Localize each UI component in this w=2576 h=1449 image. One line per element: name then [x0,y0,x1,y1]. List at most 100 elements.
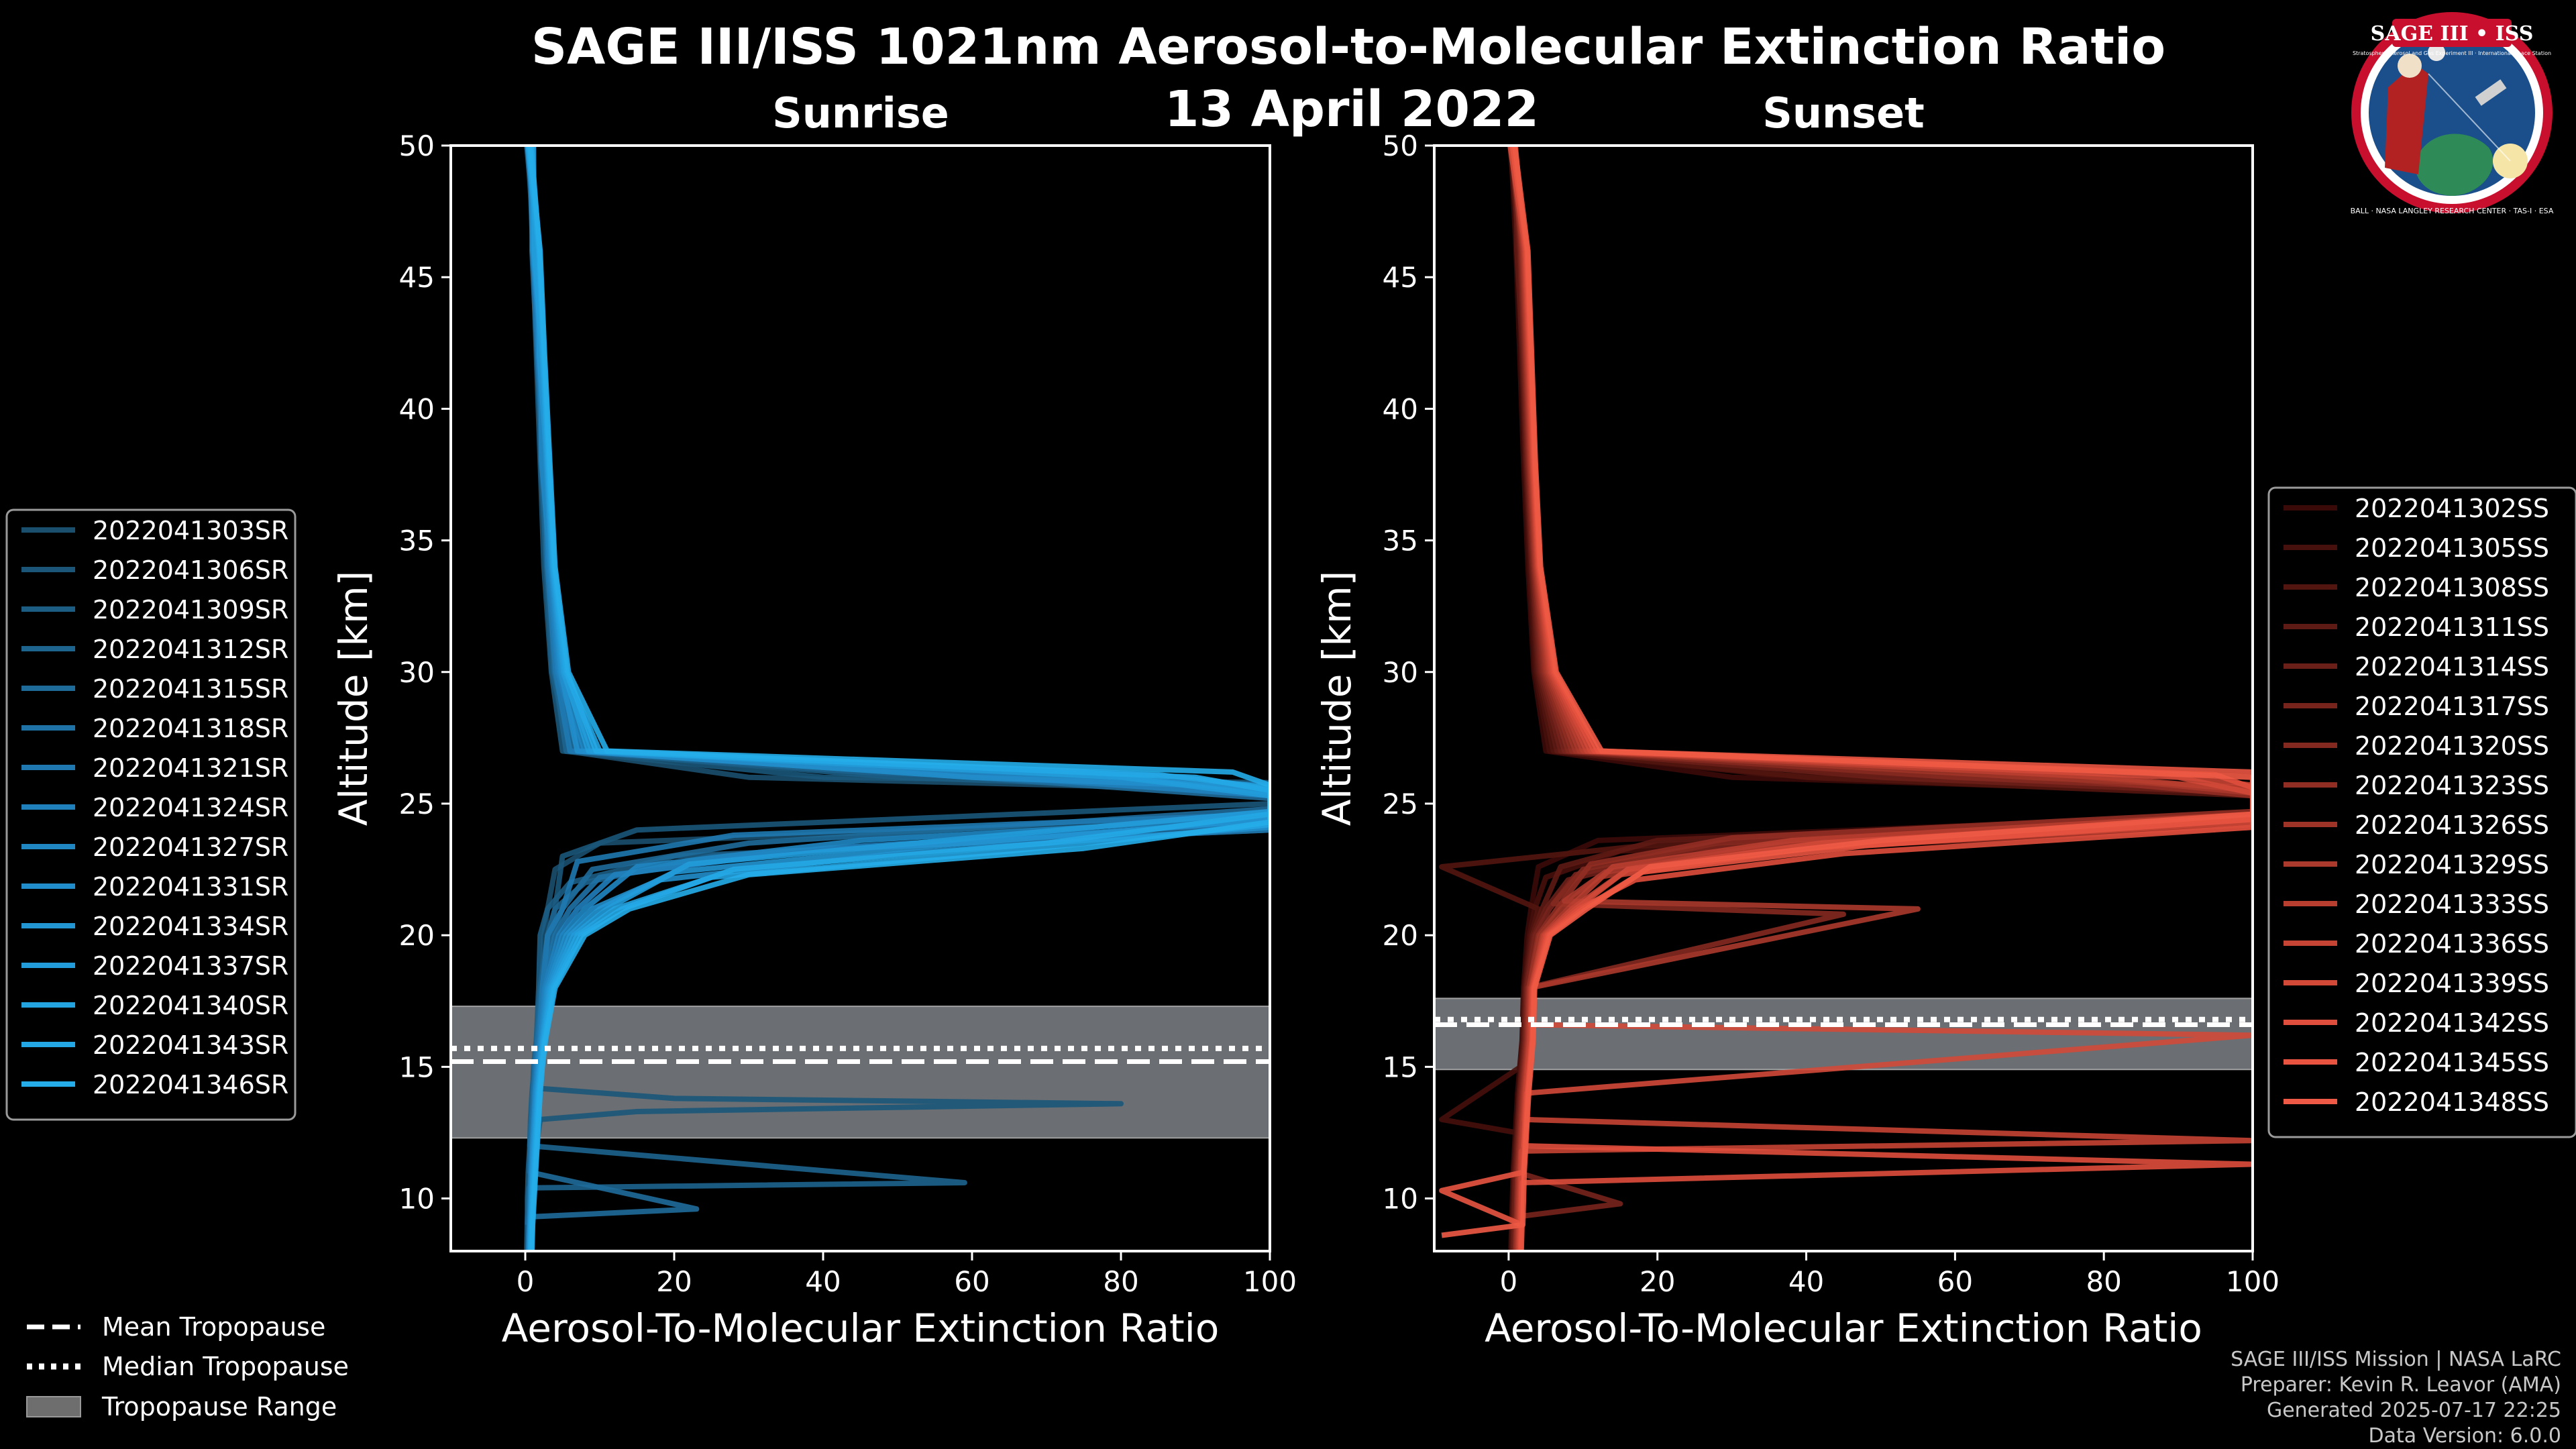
sunrise-legend-label-2022041331SR: 2022041331SR [93,872,288,902]
logo-ring-text: BALL · NASA LANGLEY RESEARCH CENTER · TA… [2351,207,2554,215]
sunset-x-tick-label-100: 100 [2226,1265,2279,1298]
sunset-legend-label-2022041308SS: 2022041308SS [2355,573,2549,602]
sunrise-legend-label-2022041315SR: 2022041315SR [93,674,288,704]
figure-date: 13 April 2022 [1165,80,1539,138]
logo-title: SAGE III • ISS [2371,22,2534,46]
sunrise-series-group [524,146,1270,1251]
sunset-legend-label-2022041348SS: 2022041348SS [2355,1087,2549,1117]
sunrise-panel-title: Sunrise [772,89,949,138]
sunrise-legend: 2022041303SR 2022041306SR 2022041309SR 2022… [5,508,297,1121]
sunrise-x-axis-label: Aerosol-To-Molecular Extinction Ratio [502,1305,1220,1351]
sunrise-x-tick-label-60: 60 [954,1265,989,1298]
sunrise-legend-label-2022041309SR: 2022041309SR [93,595,288,625]
sunset-y-tick-label-20: 20 [1383,919,1418,952]
sunset-series-line-2022041348SS [1441,146,2253,1238]
sunset-x-tick-label-20: 20 [1640,1265,1675,1298]
sunrise-series-line-2022041346SR [527,146,1270,1251]
tropopause-range-label: Tropopause Range [101,1392,337,1421]
sage-iii-iss-logo: SAGE III • ISS Stratospheric Aerosol and… [2351,12,2554,215]
footer-generated: Generated 2025-07-17 22:25 [2267,1399,2561,1422]
figure-title: SAGE III/ISS 1021nm Aerosol-to-Molecular… [531,18,2165,76]
sunset-legend-label-2022041329SS: 2022041329SS [2355,850,2549,879]
logo-figure-icon [2385,64,2428,174]
logo-beam-icon [2428,73,2511,162]
logo-subtitle: Stratospheric Aerosol and Gas Experiment… [2353,50,2551,56]
sunrise-x-tick-label-100: 100 [1243,1265,1297,1298]
sunset-y-tick-label-35: 35 [1383,525,1418,557]
tropopause-range-swatch [26,1396,81,1417]
sunset-legend-label-2022041339SS: 2022041339SS [2355,969,2549,998]
footer-mission: SAGE III/ISS Mission | NASA LaRC [2231,1348,2561,1371]
sunset-legend-label-2022041345SS: 2022041345SS [2355,1048,2549,1077]
sunset-legend-label-2022041302SS: 2022041302SS [2355,494,2549,523]
sunrise-y-tick-label-35: 35 [399,525,435,557]
sunrise-legend-label-2022041327SR: 2022041327SR [93,833,288,862]
sunrise-y-tick-label-20: 20 [399,919,435,952]
sunset-legend-label-2022041333SS: 2022041333SS [2355,890,2549,919]
sunrise-legend-label-2022041321SR: 2022041321SR [93,753,288,783]
sunset-legend: 2022041302SS 2022041305SS 2022041308SS 2022… [2267,486,2576,1138]
sunset-series-group [1439,146,2253,1251]
sunrise-x-tick-label-20: 20 [656,1265,692,1298]
sunrise-legend-box [5,508,297,1121]
logo-moon-icon [2428,44,2445,61]
sunrise-y-tick-label-30: 30 [399,656,435,689]
sunset-panel: Sunset 0 20 40 60 80 100 10 15 20 25 30 35 40 45 50 Aero… [1314,89,2279,1351]
sunrise-legend-label-2022041343SR: 2022041343SR [93,1030,288,1060]
sunrise-legend-label-2022041334SR: 2022041334SR [93,912,288,941]
sunrise-axes-frame [449,144,1271,1252]
sunset-legend-label-2022041326SS: 2022041326SS [2355,810,2549,840]
logo-station-icon [2475,79,2507,106]
sunrise-legend-label-2022041346SR: 2022041346SR [93,1070,288,1099]
sunrise-legend-label-2022041340SR: 2022041340SR [93,991,288,1020]
sunset-legend-label-2022041342SS: 2022041342SS [2355,1008,2549,1038]
sunset-y-tick-label-45: 45 [1383,261,1418,294]
sunset-y-tick-label-25: 25 [1383,788,1418,820]
sunrise-y-tick-label-45: 45 [399,261,435,294]
sunset-panel-title: Sunset [1762,89,1925,138]
sunrise-legend-label-2022041306SR: 2022041306SR [93,555,288,585]
sunrise-x-tick-label-80: 80 [1103,1265,1138,1298]
sunset-legend-label-2022041311SS: 2022041311SS [2355,612,2549,642]
sunset-legend-label-2022041323SS: 2022041323SS [2355,771,2549,800]
sunset-x-tick-label-80: 80 [2086,1265,2121,1298]
sunrise-y-tick-label-25: 25 [399,788,435,820]
logo-earth-icon [2414,133,2493,196]
sunrise-legend-label-2022041324SR: 2022041324SR [93,793,288,822]
sunset-y-tick-label-10: 10 [1383,1183,1418,1216]
sunrise-legend-label-2022041337SR: 2022041337SR [93,951,288,981]
sunset-x-tick-label-40: 40 [1788,1265,1824,1298]
sunset-legend-label-2022041320SS: 2022041320SS [2355,731,2549,761]
sunset-legend-label-2022041314SS: 2022041314SS [2355,652,2549,682]
sunset-y-axis-label: Altitude [km] [1314,571,1360,826]
sunset-x-tick-label-0: 0 [1500,1265,1518,1298]
sunset-legend-label-2022041317SS: 2022041317SS [2355,692,2549,721]
mean-tropopause-label: Mean Tropopause [102,1312,325,1342]
sunset-y-tick-label-50: 50 [1383,129,1418,162]
sunset-y-tick-label-40: 40 [1383,392,1418,425]
sunset-y-tick-label-15: 15 [1383,1051,1418,1083]
footer-credits: SAGE III/ISS Mission | NASA LaRC Prepare… [2231,1348,2561,1448]
sunrise-panel: Sunrise 0 20 40 60 80 100 10 15 20 25 30 35 40 45 50 Aer… [331,89,1297,1351]
sunrise-y-tick-label-40: 40 [399,392,435,425]
footer-version: Data Version: 6.0.0 [2369,1424,2561,1448]
sunrise-y-tick-label-50: 50 [399,129,435,162]
tropopause-legend: Mean Tropopause Median Tropopause Tropop… [26,1312,349,1421]
sunrise-legend-label-2022041303SR: 2022041303SR [93,516,288,545]
sunrise-y-tick-label-15: 15 [399,1051,435,1083]
sunrise-y-axis-label: Altitude [km] [331,571,376,826]
sunrise-x-tick-label-40: 40 [805,1265,841,1298]
sunset-legend-label-2022041336SS: 2022041336SS [2355,929,2549,959]
logo-banner [2392,19,2512,47]
sunset-x-tick-label-60: 60 [1937,1265,1973,1298]
sunset-legend-label-2022041305SS: 2022041305SS [2355,533,2549,563]
sunset-axes-frame [1433,144,2254,1252]
median-tropopause-label: Median Tropopause [102,1352,349,1381]
sunrise-x-tick-label-0: 0 [517,1265,535,1298]
sunset-y-tick-label-30: 30 [1383,656,1418,689]
sunset-legend-box [2267,486,2576,1138]
logo-figure-head-icon [2398,54,2422,78]
sunset-x-axis-label: Aerosol-To-Molecular Extinction Ratio [1485,1305,2202,1351]
